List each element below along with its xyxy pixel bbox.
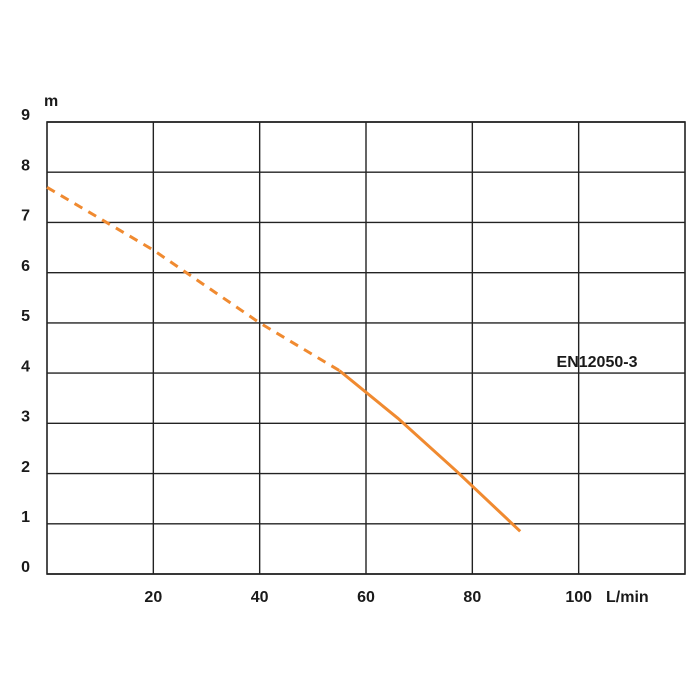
y-tick-label: 4 — [21, 358, 30, 375]
y-tick-label: 6 — [21, 258, 30, 275]
y-tick-label: 1 — [21, 509, 30, 526]
y-tick-label: 0 — [21, 559, 30, 576]
y-tick-label: 5 — [21, 308, 30, 325]
x-tick-label: 60 — [357, 589, 375, 606]
y-tick-label: 3 — [21, 409, 30, 426]
x-axis-label: L/min — [606, 589, 649, 606]
x-tick-label: 20 — [144, 589, 162, 606]
x-tick-label: 80 — [463, 589, 481, 606]
y-tick-label: 9 — [21, 107, 30, 124]
x-tick-label: 100 — [565, 589, 592, 606]
line-series — [46, 185, 341, 372]
y-tick-label: 7 — [21, 208, 30, 225]
y-axis-label: m — [44, 93, 58, 110]
y-tick-label: 2 — [21, 459, 30, 476]
annotation: EN12050-3 — [557, 354, 638, 371]
line-series — [338, 369, 522, 533]
x-tick-label: 40 — [251, 589, 269, 606]
y-tick-label: 8 — [21, 157, 30, 174]
